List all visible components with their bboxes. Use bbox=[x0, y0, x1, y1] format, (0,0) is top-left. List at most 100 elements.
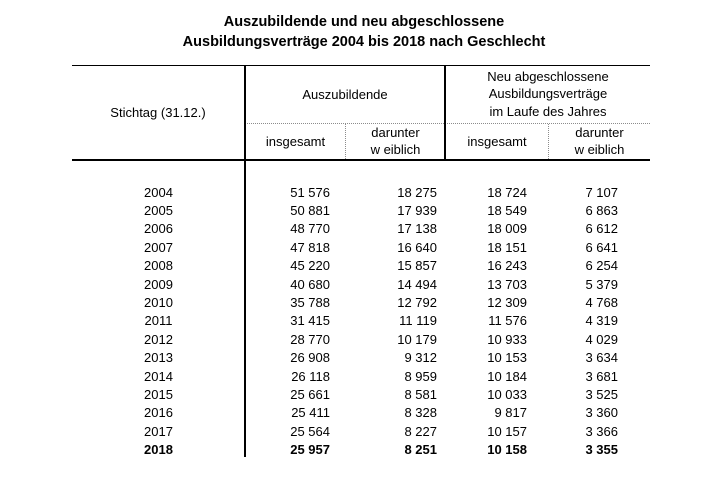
auszubildende-weiblich-cell: 8 227 bbox=[404, 423, 437, 439]
header-sub-darunter-2-line-2: w eiblich bbox=[574, 141, 625, 157]
title-line-2: Ausbildungsverträge 2004 bis 2018 nach G… bbox=[182, 34, 546, 50]
header-group-auszubildende: Auszubildende bbox=[246, 66, 444, 122]
auszubildende-weiblich-cell: 8 581 bbox=[404, 386, 437, 402]
neue-vertraege-weiblich-cell: 3 360 bbox=[585, 405, 618, 421]
neue-vertraege-insgesamt-cell: 13 703 bbox=[487, 276, 527, 292]
neue-vertraege-insgesamt-cell: 18 151 bbox=[487, 239, 527, 255]
auszubildende-insgesamt-cell: 26 908 bbox=[290, 350, 330, 366]
neue-vertraege-weiblich-cell: 3 681 bbox=[585, 368, 618, 384]
year-cell: 2013 bbox=[144, 350, 173, 366]
neue-vertraege-weiblich-cell: 3 355 bbox=[585, 442, 618, 458]
neue-vertraege-insgesamt-cell: 10 933 bbox=[487, 331, 527, 347]
table-body: 2004 51 576 18 275 18 724 7 107 2005 50 … bbox=[72, 183, 650, 459]
stichtag-column-divider bbox=[244, 65, 246, 457]
auszubildende-insgesamt-cell: 40 680 bbox=[290, 276, 330, 292]
auszubildende-weiblich-cell: 11 119 bbox=[399, 313, 437, 329]
year-cell: 2014 bbox=[144, 368, 173, 384]
table-row: 2006 48 770 17 138 18 009 6 612 bbox=[72, 220, 650, 238]
header-group-neu-line-2: Ausbildungsverträge bbox=[488, 86, 608, 102]
table-row: 2004 51 576 18 275 18 724 7 107 bbox=[72, 183, 650, 201]
neue-vertraege-weiblich-cell: 3 634 bbox=[585, 350, 618, 366]
neue-vertraege-insgesamt-cell: 12 309 bbox=[487, 295, 527, 311]
neue-vertraege-insgesamt-cell: 16 243 bbox=[487, 258, 527, 274]
header-sub-darunter-2-line-1: darunter bbox=[575, 125, 624, 140]
header-group-neu-line-1: Neu abgeschlossene bbox=[487, 68, 609, 84]
neue-vertraege-insgesamt-cell: 18 009 bbox=[487, 221, 527, 237]
year-cell: 2012 bbox=[144, 331, 173, 347]
year-cell: 2004 bbox=[144, 184, 173, 200]
auszubildende-insgesamt-cell: 25 661 bbox=[290, 386, 330, 402]
table-row: 2017 25 564 8 227 10 157 3 366 bbox=[72, 422, 650, 440]
auszubildende-weiblich-cell: 8 328 bbox=[404, 405, 437, 421]
neue-vertraege-insgesamt-cell: 10 157 bbox=[487, 423, 527, 439]
neue-vertraege-insgesamt-cell: 9 817 bbox=[494, 405, 527, 421]
auszubildende-insgesamt-cell: 45 220 bbox=[290, 258, 330, 274]
auszubildende-weiblich-cell: 12 792 bbox=[397, 295, 437, 311]
auszubildende-weiblich-cell: 14 494 bbox=[397, 276, 437, 292]
header-sub-darunter-1-line-2: w eiblich bbox=[370, 141, 421, 157]
subheader-dotted-divider-left bbox=[345, 124, 346, 159]
year-cell: 2006 bbox=[144, 221, 173, 237]
year-cell: 2008 bbox=[144, 258, 173, 274]
table-row: 2016 25 411 8 328 9 817 3 360 bbox=[72, 404, 650, 422]
header-sub-insgesamt-1: insgesamt bbox=[246, 124, 345, 159]
header-sub-insgesamt-1-label: insgesamt bbox=[265, 134, 326, 149]
header-sub-darunter-1-line-1: darunter bbox=[371, 125, 420, 140]
neue-vertraege-insgesamt-cell: 11 576 bbox=[488, 313, 527, 329]
auszubildende-weiblich-cell: 16 640 bbox=[397, 239, 437, 255]
auszubildende-insgesamt-cell: 28 770 bbox=[290, 331, 330, 347]
neue-vertraege-insgesamt-cell: 10 184 bbox=[487, 368, 527, 384]
auszubildende-weiblich-cell: 8 959 bbox=[404, 368, 437, 384]
year-cell: 2017 bbox=[144, 423, 173, 439]
table-row: 2015 25 661 8 581 10 033 3 525 bbox=[72, 385, 650, 403]
neue-vertraege-weiblich-cell: 7 107 bbox=[585, 184, 618, 200]
table-row: 2014 26 118 8 959 10 184 3 681 bbox=[72, 367, 650, 385]
neue-vertraege-weiblich-cell: 6 641 bbox=[585, 239, 618, 255]
table-row: 2007 47 818 16 640 18 151 6 641 bbox=[72, 238, 650, 256]
table-row: 2012 28 770 10 179 10 933 4 029 bbox=[72, 330, 650, 348]
group-column-divider bbox=[444, 65, 446, 161]
neue-vertraege-insgesamt-cell: 10 158 bbox=[487, 442, 527, 458]
auszubildende-weiblich-cell: 10 179 bbox=[397, 331, 437, 347]
neue-vertraege-weiblich-cell: 6 254 bbox=[585, 258, 618, 274]
year-cell: 2009 bbox=[144, 276, 173, 292]
neue-vertraege-weiblich-cell: 5 379 bbox=[585, 276, 618, 292]
year-cell: 2011 bbox=[144, 313, 173, 329]
auszubildende-weiblich-cell: 17 939 bbox=[397, 203, 437, 219]
auszubildende-weiblich-cell: 8 251 bbox=[404, 442, 437, 458]
year-cell: 2018 bbox=[144, 442, 173, 458]
auszubildende-weiblich-cell: 18 275 bbox=[397, 184, 437, 200]
table-row: 2008 45 220 15 857 16 243 6 254 bbox=[72, 257, 650, 275]
auszubildende-insgesamt-cell: 50 881 bbox=[290, 203, 330, 219]
table-row: 2011 31 415 11 119 11 576 4 319 bbox=[72, 312, 650, 330]
table-row: 2018 25 957 8 251 10 158 3 355 bbox=[72, 440, 650, 458]
auszubildende-insgesamt-cell: 25 411 bbox=[291, 405, 330, 421]
header-stichtag-label: Stichtag (31.12.) bbox=[110, 104, 206, 120]
neue-vertraege-insgesamt-cell: 18 549 bbox=[487, 203, 527, 219]
title-line-1: Auszubildende und neu abgeschlossene bbox=[223, 14, 505, 30]
header-sub-darunter-weiblich-1: darunter w eiblich bbox=[346, 124, 445, 159]
year-cell: 2005 bbox=[144, 203, 173, 219]
auszubildende-insgesamt-cell: 47 818 bbox=[290, 239, 330, 255]
neue-vertraege-weiblich-cell: 4 768 bbox=[585, 295, 618, 311]
neue-vertraege-insgesamt-cell: 18 724 bbox=[487, 184, 527, 200]
auszubildende-insgesamt-cell: 25 564 bbox=[290, 423, 330, 439]
auszubildende-weiblich-cell: 17 138 bbox=[397, 221, 437, 237]
auszubildende-insgesamt-cell: 35 788 bbox=[290, 295, 330, 311]
auszubildende-insgesamt-cell: 26 118 bbox=[291, 368, 330, 384]
neue-vertraege-weiblich-cell: 3 525 bbox=[585, 386, 618, 402]
subheader-dotted-divider-right bbox=[548, 124, 549, 159]
table-row: 2005 50 881 17 939 18 549 6 863 bbox=[72, 201, 650, 219]
auszubildende-insgesamt-cell: 25 957 bbox=[290, 442, 330, 458]
header-bottom-rule bbox=[72, 159, 650, 161]
table-row: 2009 40 680 14 494 13 703 5 379 bbox=[72, 275, 650, 293]
neue-vertraege-weiblich-cell: 6 612 bbox=[585, 221, 618, 237]
year-cell: 2015 bbox=[144, 386, 173, 402]
year-cell: 2010 bbox=[144, 295, 173, 311]
auszubildende-weiblich-cell: 9 312 bbox=[404, 350, 437, 366]
header-sub-insgesamt-2-label: insgesamt bbox=[467, 134, 527, 149]
auszubildende-insgesamt-cell: 48 770 bbox=[290, 221, 330, 237]
auszubildende-weiblich-cell: 15 857 bbox=[397, 258, 437, 274]
header-group-neue-vertraege: Neu abgeschlossene Ausbildungsverträge i… bbox=[446, 66, 650, 122]
